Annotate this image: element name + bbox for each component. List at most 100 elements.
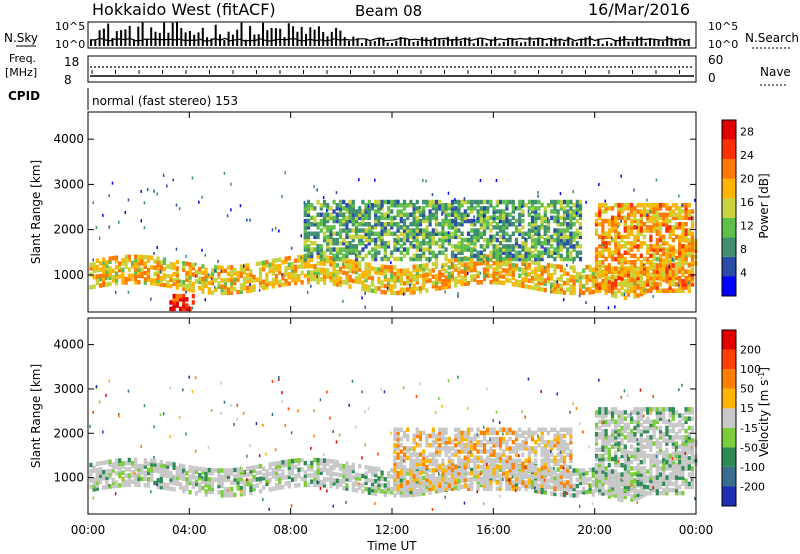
heatmap-cell — [662, 237, 666, 243]
heatmap-cell — [505, 455, 509, 460]
heatmap-cell — [530, 237, 535, 243]
heatmap-cell — [498, 483, 503, 488]
heatmap-cell — [646, 266, 650, 271]
heatmap-cell — [649, 215, 653, 221]
heatmap-cell — [463, 464, 467, 470]
heatmap-cell — [265, 278, 269, 284]
heatmap-cell — [543, 483, 547, 488]
heatmap-cell — [534, 260, 538, 266]
heatmap-cell — [604, 285, 608, 290]
heatmap-cell — [575, 218, 579, 224]
heatmap-cell — [524, 247, 528, 252]
heatmap-cell — [444, 231, 448, 236]
heatmap-cell — [370, 472, 375, 477]
heatmap-cell — [425, 247, 429, 252]
heatmap-cell — [665, 279, 669, 284]
heatmap-cell — [514, 482, 519, 487]
heatmap-cell — [380, 199, 384, 205]
heatmap-cell — [466, 272, 469, 275]
heatmap-cell — [265, 285, 269, 290]
heatmap-cell — [210, 477, 215, 482]
heatmap-cell — [450, 231, 455, 236]
heatmap-cell — [582, 474, 586, 479]
heatmap-cell — [265, 478, 269, 483]
heatmap-cell — [399, 458, 403, 464]
heatmap-cell — [143, 277, 147, 282]
heatmap-cell — [550, 467, 554, 473]
heatmap-cell — [406, 231, 410, 236]
heatmap-cell — [690, 250, 695, 255]
heatmap-cell — [454, 199, 458, 205]
heatmap-cell — [102, 469, 106, 475]
heatmap-cell — [386, 231, 391, 236]
heatmap-cell — [204, 253, 206, 257]
heatmap-cell — [655, 231, 659, 236]
heatmap-cell — [527, 467, 531, 473]
heatmap-cell — [194, 262, 197, 266]
heatmap-cell — [153, 281, 157, 286]
cpid-panel: CPID normal (fast stereo) 153 — [8, 88, 238, 110]
heatmap-cell — [428, 237, 432, 243]
heatmap-cell — [278, 267, 282, 272]
heatmap-cell — [425, 458, 429, 464]
heatmap-cell — [428, 234, 432, 240]
heatmap-cell — [431, 237, 435, 243]
heatmap-cell — [351, 209, 355, 214]
heatmap-cell — [319, 267, 323, 273]
heatmap-cell — [127, 473, 131, 478]
heatmap-cell — [614, 244, 618, 249]
heatmap-cell — [434, 212, 439, 217]
heatmap-cell — [636, 203, 640, 208]
heatmap-cell — [489, 470, 493, 475]
heatmap-cell — [502, 452, 506, 457]
noise-bar — [644, 42, 647, 46]
heatmap-cell — [610, 293, 615, 298]
heatmap-cell — [495, 455, 499, 460]
heatmap-cell — [524, 250, 528, 255]
heatmap-cell — [310, 257, 314, 263]
heatmap-cell — [326, 489, 328, 493]
heatmap-cell — [153, 265, 157, 270]
heatmap-cell — [492, 261, 496, 266]
heatmap-cell — [514, 461, 519, 467]
heatmap-cell — [406, 247, 410, 252]
heatmap-cell — [553, 471, 557, 476]
heatmap-cell — [492, 212, 496, 217]
heatmap-cell — [604, 269, 608, 274]
heatmap-cell — [566, 237, 570, 243]
heatmap-cell — [479, 256, 483, 262]
heatmap-cell — [422, 247, 426, 252]
heatmap-cell — [409, 228, 413, 233]
heatmap-cell — [492, 461, 496, 467]
heatmap-cell — [678, 269, 682, 274]
heatmap-cell — [92, 258, 94, 262]
heatmap-cell — [457, 436, 461, 442]
heatmap-cell — [175, 259, 179, 265]
heatmap-cell — [649, 237, 653, 243]
heatmap-cell — [489, 483, 493, 488]
heatmap-cell — [121, 482, 125, 488]
heatmap-cell — [566, 281, 570, 286]
heatmap-cell — [537, 283, 541, 288]
heatmap-cell — [422, 215, 426, 221]
heatmap-cell — [534, 488, 538, 494]
heatmap-cell — [556, 392, 558, 396]
heatmap-cell — [652, 203, 656, 208]
heatmap-cell — [441, 222, 445, 227]
heatmap-cell — [463, 209, 467, 214]
heatmap-cell — [358, 463, 362, 469]
noise-bar — [408, 39, 411, 46]
heatmap-cell — [671, 257, 674, 261]
heatmap-cell — [303, 482, 307, 488]
heatmap-cell — [460, 247, 464, 252]
heatmap-cell — [268, 477, 272, 483]
noise-bar — [335, 27, 338, 46]
heatmap-cell — [185, 261, 189, 267]
heatmap-cell — [143, 473, 147, 479]
heatmap-cell — [383, 244, 387, 249]
heatmap-cell — [185, 287, 189, 292]
heatmap-cell — [390, 265, 394, 270]
heatmap-cell — [687, 243, 691, 248]
heatmap-cell — [598, 206, 602, 211]
heatmap-cell — [294, 274, 298, 279]
